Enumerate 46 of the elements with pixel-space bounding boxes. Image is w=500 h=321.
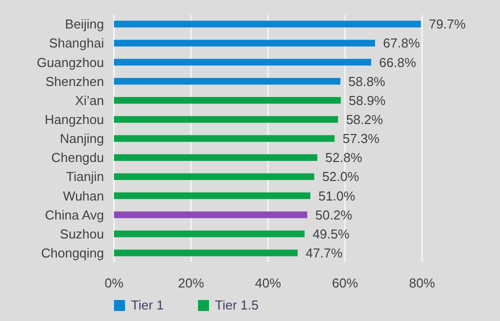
data-label: 58.9% (348, 92, 386, 108)
y-tick-label: Shanghai (49, 36, 104, 51)
bar (114, 78, 340, 85)
y-tick-label: Xi’an (75, 92, 104, 108)
bar (114, 230, 305, 238)
x-tick-label: 0% (104, 276, 124, 291)
bar (114, 40, 376, 46)
data-label: 52.0% (322, 169, 360, 184)
data-label: 52.8% (325, 150, 363, 166)
bar (114, 58, 372, 66)
data-label: 79.7% (428, 16, 466, 32)
data-label: 57.3% (342, 131, 380, 146)
y-tick-label: Nanjing (60, 131, 104, 146)
data-label: 58.2% (346, 112, 384, 127)
y-tick-label: Beijing (64, 16, 104, 32)
data-label: 66.8% (379, 54, 416, 70)
y-tick-label: China Avg (44, 207, 104, 222)
y-tick-label: Wuhan (63, 188, 104, 204)
bar (114, 154, 318, 161)
bar (114, 211, 308, 218)
x-tick-label: 40% (254, 276, 282, 291)
x-tick-label: 20% (178, 276, 204, 291)
y-tick-label: Guangzhou (36, 54, 104, 70)
y-tick-label: Tianjin (66, 169, 104, 184)
x-tick-label: 80% (408, 276, 436, 291)
data-label: 49.5% (312, 226, 350, 242)
data-label: 58.8% (348, 74, 386, 89)
y-tick-label: Shenzhen (45, 74, 104, 89)
bar (114, 173, 314, 180)
y-tick-label: Chongqing (41, 245, 104, 260)
data-label: 67.8% (383, 36, 420, 51)
bar (114, 135, 335, 142)
y-tick-label: Hangzhou (44, 112, 104, 127)
bar (114, 20, 421, 28)
legend-label: Tier 1 (131, 298, 164, 313)
bar (114, 97, 341, 104)
legend-label: Tier 1.5 (215, 298, 259, 313)
y-tick-label: Chengdu (51, 150, 104, 166)
x-tick-label: 60% (332, 276, 358, 291)
bar (114, 250, 298, 256)
bar (114, 192, 310, 200)
data-label: 47.7% (306, 245, 343, 260)
data-label: 51.0% (318, 188, 356, 204)
data-label: 50.2% (315, 207, 353, 222)
y-tick-label: Suzhou (60, 226, 104, 242)
bar (114, 116, 338, 123)
